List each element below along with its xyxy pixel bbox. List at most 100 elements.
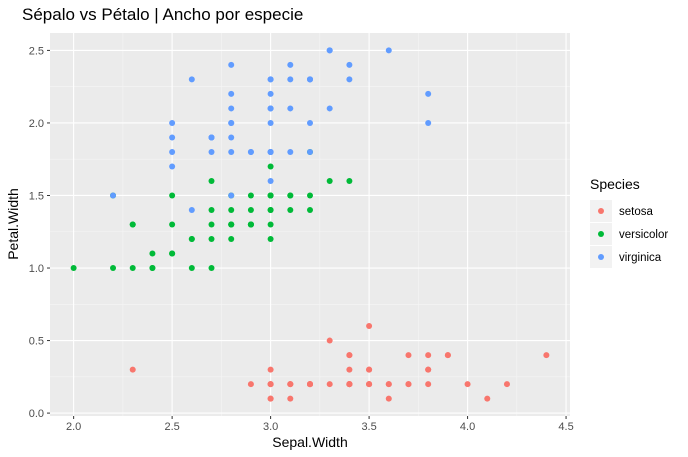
setosa-point (385, 381, 392, 388)
x-tick-label: 4.0 (460, 421, 475, 433)
setosa-point (287, 395, 294, 402)
virginica-point (287, 148, 294, 155)
virginica-point (228, 119, 235, 126)
virginica-point (267, 105, 274, 112)
virginica-point (267, 177, 274, 184)
setosa-point (484, 395, 491, 402)
versicolor-point (287, 192, 294, 199)
virginica-point (169, 163, 176, 170)
virginica-point (169, 148, 176, 155)
legend-key-versicolor (598, 231, 604, 237)
setosa-point (366, 381, 373, 388)
virginica-point (169, 119, 176, 126)
versicolor-point (169, 192, 176, 199)
versicolor-point (267, 206, 274, 213)
y-tick-label: 2.0 (29, 118, 44, 130)
virginica-point (326, 47, 333, 54)
versicolor-point (267, 221, 274, 228)
versicolor-point (267, 163, 274, 170)
versicolor-point (267, 236, 274, 243)
virginica-point (307, 148, 313, 155)
versicolor-point (247, 192, 254, 199)
versicolor-point (228, 221, 235, 228)
legend-label-versicolor: versicolor (619, 229, 668, 241)
y-axis-label: Petal.Width (5, 188, 21, 260)
y-tick-label: 1.5 (29, 190, 44, 202)
virginica-point (287, 76, 294, 83)
versicolor-point (267, 192, 274, 199)
legend-label-setosa: setosa (619, 206, 653, 218)
versicolor-point (149, 265, 156, 272)
x-tick-label: 3.0 (263, 421, 278, 433)
setosa-point (129, 366, 136, 373)
virginica-point (307, 76, 313, 83)
versicolor-point (247, 206, 254, 213)
setosa-point (464, 381, 471, 388)
versicolor-point (326, 177, 333, 184)
virginica-point (307, 119, 313, 126)
virginica-point (326, 105, 333, 112)
versicolor-point (208, 265, 215, 272)
versicolor-point (129, 221, 136, 228)
versicolor-point (307, 206, 313, 213)
versicolor-point (188, 236, 195, 243)
x-axis-ticks: 2.0 2.5 3.0 3.5 4.0 4.5 (66, 416, 574, 433)
y-tick-label: 1.0 (29, 263, 44, 275)
legend-title: Species (590, 176, 640, 192)
setosa-point (405, 352, 412, 359)
versicolor-point (228, 206, 235, 213)
virginica-point (228, 90, 235, 97)
minor-grid (50, 33, 570, 416)
setosa-point (267, 366, 274, 373)
virginica-point (169, 134, 176, 141)
setosa-point (267, 395, 274, 402)
x-tick-label: 2.5 (164, 421, 179, 433)
x-tick-label: 4.5 (558, 421, 573, 433)
setosa-point (326, 337, 333, 344)
versicolor-point (287, 206, 294, 213)
setosa-point (425, 352, 432, 359)
x-tick-label: 3.5 (361, 421, 376, 433)
y-tick-label: 0.5 (29, 336, 44, 348)
versicolor-point (208, 221, 215, 228)
virginica-point (385, 47, 392, 54)
virginica-point (267, 148, 274, 155)
virginica-point (228, 148, 235, 155)
chart-title: Sépalo vs Pétalo | Ancho por especie (22, 5, 303, 24)
virginica-point (188, 76, 195, 83)
versicolor-point (247, 221, 254, 228)
y-axis-ticks: 0.0 0.5 1.0 1.5 2.0 2.5 (29, 45, 50, 420)
setosa-point (543, 352, 550, 359)
setosa-point (247, 381, 254, 388)
virginica-point (188, 206, 195, 213)
versicolor-point (208, 177, 215, 184)
virginica-point (287, 61, 294, 68)
virginica-point (228, 105, 235, 112)
legend-label-virginica: virginica (619, 252, 662, 264)
legend-key-setosa (598, 208, 604, 214)
versicolor-point (169, 250, 176, 257)
setosa-point (366, 323, 373, 330)
setosa-point (444, 352, 451, 359)
versicolor-point (307, 192, 313, 199)
versicolor-point (346, 177, 353, 184)
setosa-point (307, 381, 313, 388)
plot-panel (50, 33, 570, 416)
x-axis-label: Sepal.Width (272, 434, 347, 450)
versicolor-point (129, 265, 136, 272)
setosa-point (385, 395, 392, 402)
virginica-point (208, 134, 215, 141)
virginica-point (425, 90, 432, 97)
virginica-point (208, 148, 215, 155)
setosa-point (425, 366, 432, 373)
setosa-point (346, 381, 353, 388)
versicolor-point (208, 236, 215, 243)
setosa-point (503, 381, 510, 388)
data-points (70, 47, 550, 402)
setosa-point (346, 352, 353, 359)
virginica-point (425, 119, 432, 126)
versicolor-point (208, 206, 215, 213)
versicolor-point (149, 250, 156, 257)
versicolor-point (70, 265, 77, 272)
